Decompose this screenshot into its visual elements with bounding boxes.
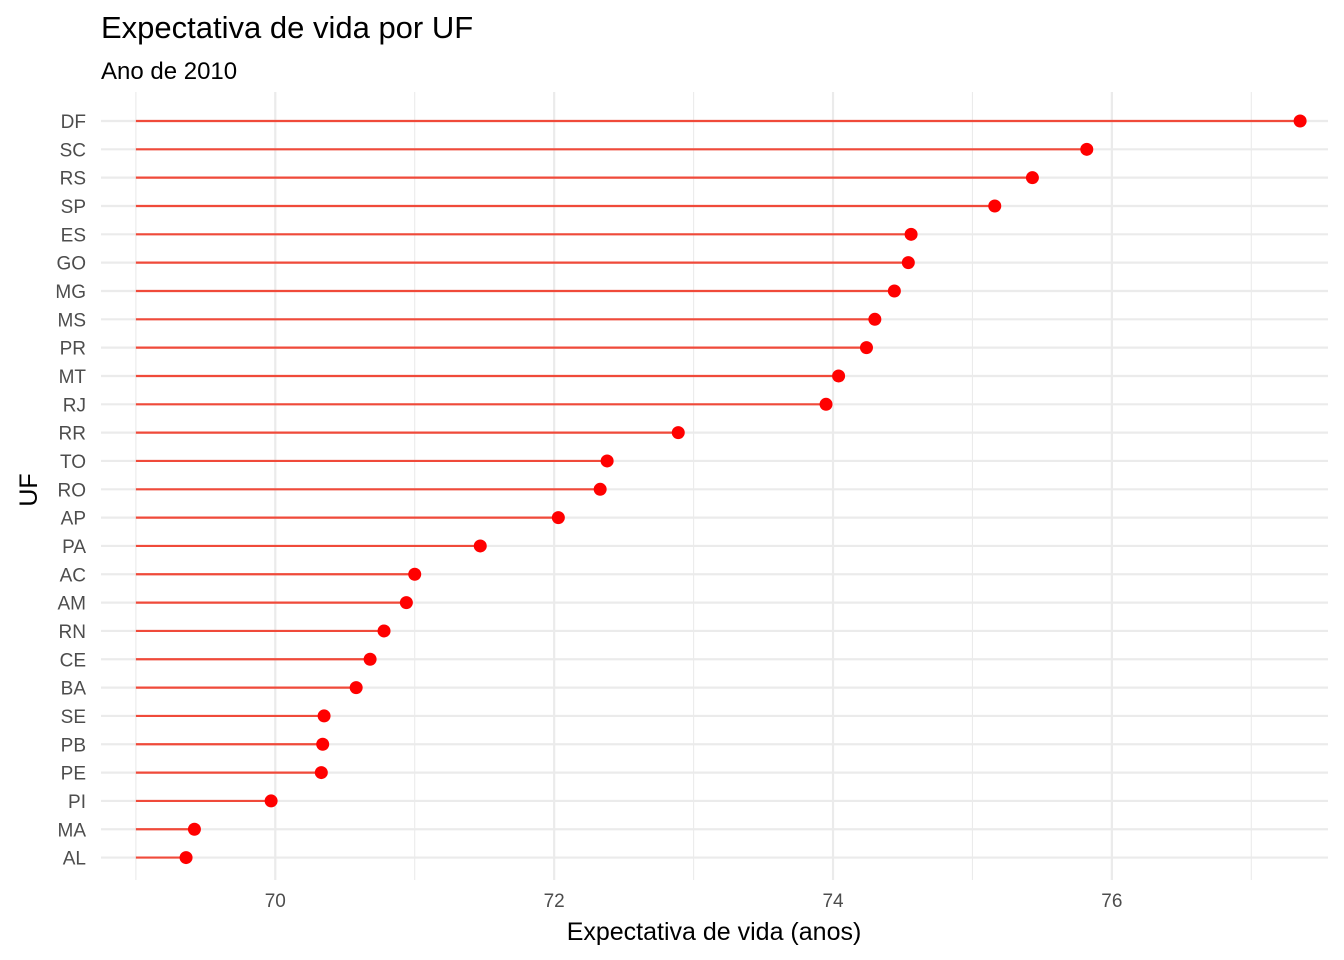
y-tick-label: PE (61, 764, 86, 785)
lollipop-point (377, 624, 391, 638)
lollipop-point (593, 482, 607, 496)
y-tick-label: PA (62, 537, 86, 558)
y-tick-label: TO (60, 452, 86, 473)
chart-title: Expectativa de vida por UF (101, 10, 474, 45)
lollipop-point (1025, 171, 1039, 185)
y-tick-label: RO (58, 480, 87, 501)
lollipop-point (349, 681, 363, 695)
lollipop-point (264, 794, 278, 808)
y-tick-label: AM (58, 594, 87, 615)
y-tick-label: MT (59, 367, 87, 388)
y-tick-label: AL (63, 849, 86, 870)
lollipop-point (551, 511, 565, 525)
x-tick-label: 76 (1101, 891, 1122, 912)
x-tick-label: 74 (822, 891, 844, 912)
y-tick-label: SE (61, 707, 86, 728)
lollipop-segments (135, 119, 1301, 859)
y-tick-label: AP (61, 509, 86, 530)
lollipop-points (179, 114, 1307, 865)
y-tick-label: PI (68, 792, 86, 813)
x-tick-label: 72 (544, 891, 565, 912)
y-tick-label: GO (56, 254, 86, 275)
lollipop-point (904, 227, 918, 241)
lollipop-point (859, 341, 873, 355)
lollipop-point (316, 737, 330, 751)
y-tick-label: DF (61, 112, 86, 133)
y-axis-title: UF (15, 473, 43, 506)
lollipop-point (868, 312, 882, 326)
lollipop-point (317, 709, 331, 723)
lollipop-point (408, 567, 422, 581)
y-tick-label: CE (60, 650, 86, 671)
lollipop-point (399, 596, 413, 610)
lollipop-point (1293, 114, 1307, 128)
y-tick-label: RS (60, 169, 86, 190)
y-tick-label: PR (60, 339, 86, 360)
y-tick-label: MS (58, 310, 87, 331)
y-tick-label: MG (55, 282, 86, 303)
lollipop-point (1080, 142, 1094, 156)
x-tick-label: 70 (265, 891, 286, 912)
x-axis-title: Expectativa de vida (anos) (567, 918, 862, 946)
lollipop-point (671, 426, 685, 440)
lollipop-point (600, 454, 614, 468)
y-tick-label: BA (61, 679, 87, 700)
y-tick-label: RJ (63, 395, 86, 416)
grid-major (101, 92, 1328, 880)
lollipop-point (314, 766, 328, 780)
y-tick-label: AC (60, 565, 86, 586)
chart-subtitle: Ano de 2010 (101, 58, 238, 85)
y-tick-label: MA (58, 820, 87, 841)
y-tick-label: SP (61, 197, 86, 218)
y-tick-label: ES (61, 225, 86, 246)
lollipop-point (887, 284, 901, 298)
lollipop-point (187, 822, 201, 836)
y-tick-label: PB (61, 735, 86, 756)
y-tick-label: RN (59, 622, 86, 643)
lollipop-point (179, 851, 193, 865)
y-tick-labels: DF SC RS SP ES GO MG MS PR MT RJ RR TO RO AP PA AC AM RN CE… (55, 112, 86, 870)
lollipop-point (832, 369, 846, 383)
lollipop-point (901, 256, 915, 270)
lollipop-point (363, 652, 377, 666)
lollipop-point (819, 397, 833, 411)
y-tick-label: SC (60, 140, 86, 161)
lollipop-point (988, 199, 1002, 213)
y-tick-label: RR (59, 424, 86, 445)
grid-minor (135, 92, 1252, 880)
lollipop-point (473, 539, 487, 553)
x-tick-labels: 70 72 74 76 (265, 891, 1123, 912)
